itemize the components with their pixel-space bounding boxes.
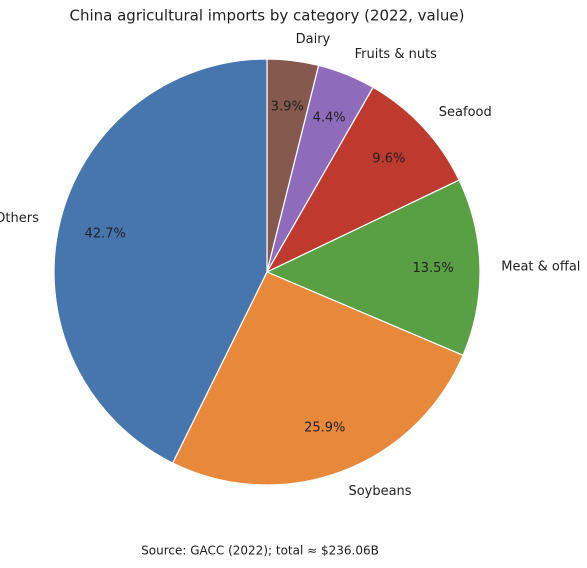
value-label: 13.5% (412, 261, 453, 276)
value-label: 9.6% (372, 152, 405, 167)
value-label: 25.9% (304, 420, 345, 435)
pie-slice (265, 179, 481, 357)
pie-slice (53, 58, 268, 464)
value-label: 3.9% (271, 100, 304, 115)
pie-slice (265, 86, 460, 274)
category-label: Seafood (439, 105, 492, 120)
pie-slice (171, 271, 464, 486)
category-label: Soybeans (348, 484, 411, 499)
value-label: 4.4% (313, 110, 346, 125)
value-label: 42.7% (85, 227, 126, 242)
chart-title: China agricultural imports by category (… (70, 7, 465, 25)
source-note: Source: GACC (2022); total ≈ $236.06B (141, 544, 379, 558)
category-label: Meat & offal (501, 259, 580, 274)
category-label: Others (0, 211, 39, 226)
category-label: Dairy (296, 32, 331, 47)
category-label: Fruits & nuts (355, 47, 438, 62)
